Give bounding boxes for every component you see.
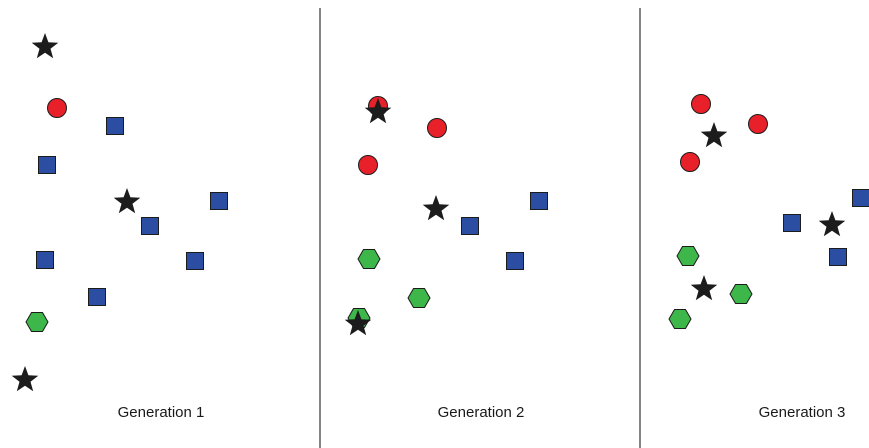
gen2-circle-3: [427, 118, 447, 138]
panel-label-generation-3: Generation 3: [758, 404, 846, 421]
gen3-circle-3: [748, 114, 768, 134]
gen3-square-8: [829, 248, 847, 266]
gen1-circle-2: [47, 98, 67, 118]
gen3-star-2: [700, 122, 728, 148]
gen3-circle-1: [691, 94, 711, 114]
gen2-star-5: [422, 195, 450, 221]
gen1-star-5: [113, 188, 141, 214]
gen2-square-8: [506, 252, 524, 270]
gen1-square-9: [186, 252, 204, 270]
gen2-star-12: [344, 310, 372, 336]
gen2-square-6: [461, 217, 479, 235]
gen3-circle-4: [680, 152, 700, 172]
gen3-hexagon-9: [676, 246, 700, 266]
panel-label-generation-1: Generation 1: [117, 404, 205, 421]
gen1-square-7: [210, 192, 228, 210]
gen3-hexagon-11: [729, 284, 753, 304]
panel-label-generation-2: Generation 2: [437, 404, 525, 421]
gen3-square-5: [783, 214, 801, 232]
shapes-layer: [11, 33, 869, 392]
gen1-square-3: [106, 117, 124, 135]
gen3-star-7: [818, 211, 846, 237]
gen3-square-6: [852, 189, 869, 207]
gen1-hexagon-11: [25, 312, 49, 332]
gen1-square-8: [36, 251, 54, 269]
gen2-star-2: [364, 98, 392, 124]
gen3-star-10: [690, 275, 718, 301]
gen2-hexagon-9: [357, 249, 381, 269]
gen1-square-4: [38, 156, 56, 174]
gen1-square-6: [141, 217, 159, 235]
gen2-circle-4: [358, 155, 378, 175]
gen3-hexagon-12: [668, 309, 692, 329]
gen2-square-7: [530, 192, 548, 210]
gen2-hexagon-10: [407, 288, 431, 308]
gen1-square-10: [88, 288, 106, 306]
gen1-star-12: [11, 366, 39, 392]
gen1-star-1: [31, 33, 59, 59]
